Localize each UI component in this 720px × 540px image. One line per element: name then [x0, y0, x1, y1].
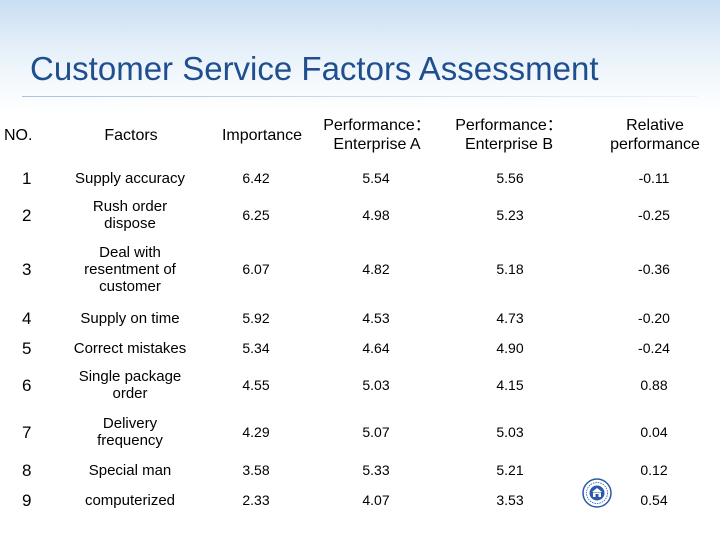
cell-relative: 0.12 — [640, 461, 668, 478]
factor-line: Delivery — [102, 415, 158, 432]
cell-importance: 6.25 — [242, 206, 270, 223]
cell-importance: 5.34 — [242, 339, 270, 356]
cell-perf-b: 5.56 — [496, 169, 524, 186]
cell-perf-a: 4.98 — [362, 206, 390, 223]
header-factors: Factors — [62, 120, 200, 150]
header-no-label: NO. — [4, 126, 33, 144]
cell-perf-a: 4.82 — [362, 260, 390, 277]
cell-importance: 3.58 — [242, 461, 270, 478]
cell-no: 4 — [22, 308, 32, 328]
header-background — [0, 0, 720, 115]
header-perf-a-line2: Enterprise A — [333, 136, 421, 153]
header-perf-b: Performance： Enterprise B — [450, 112, 568, 158]
cell-relative: -0.20 — [638, 309, 670, 326]
factor-line: Single package — [78, 368, 182, 385]
factor-line: customer — [99, 277, 161, 295]
cell-perf-a: 5.03 — [362, 376, 390, 393]
cell-no: 1 — [22, 168, 32, 188]
factor-line: Special man — [88, 461, 172, 479]
cell-importance: 5.92 — [242, 309, 270, 326]
cell-factor: Special man — [58, 456, 202, 484]
header-factors-label: Factors — [104, 126, 158, 144]
cell-no: 7 — [22, 422, 32, 442]
cell-relative: 0.54 — [640, 491, 668, 508]
header-relative: Relative performance — [598, 112, 712, 158]
cell-perf-a: 5.33 — [362, 461, 390, 478]
cell-factor: Rush order dispose — [58, 196, 202, 234]
cell-relative: -0.11 — [638, 169, 670, 186]
cell-perf-a: 5.07 — [362, 423, 390, 440]
header-perf-a-line1: Performance： — [323, 117, 431, 134]
page-title: Customer Service Factors Assessment — [30, 50, 599, 87]
cell-importance: 6.42 — [242, 169, 270, 186]
cell-perf-b: 5.03 — [496, 423, 524, 440]
cell-factor: computerized — [58, 486, 202, 514]
cell-no: 9 — [22, 490, 32, 510]
cell-factor: Single package order — [58, 364, 202, 406]
factor-line: dispose — [104, 215, 156, 232]
cell-factor: Delivery frequency — [58, 411, 202, 453]
factor-line: order — [112, 385, 148, 402]
cell-factor: Deal with resentment of customer — [58, 240, 202, 298]
cell-no: 3 — [22, 259, 32, 279]
cell-perf-b: 3.53 — [496, 491, 524, 508]
cell-perf-b: 5.23 — [496, 206, 524, 223]
cell-importance: 4.55 — [242, 376, 270, 393]
cell-relative: 0.88 — [640, 376, 668, 393]
factor-line: Deal with — [99, 243, 161, 261]
cell-factor: Supply accuracy — [58, 165, 202, 191]
cell-no: 8 — [22, 460, 32, 480]
cell-perf-b: 4.73 — [496, 309, 524, 326]
cell-relative: -0.24 — [638, 339, 670, 356]
cell-importance: 6.07 — [242, 260, 270, 277]
factor-line: Supply on time — [80, 309, 180, 327]
cell-relative: -0.25 — [638, 206, 670, 223]
cell-factor: Supply on time — [58, 305, 202, 331]
cell-no: 2 — [22, 205, 32, 225]
cell-perf-a: 4.64 — [362, 339, 390, 356]
factor-line: Supply accuracy — [74, 169, 186, 187]
cell-importance: 4.29 — [242, 423, 270, 440]
header-importance: Importance — [212, 120, 312, 150]
header-perf-b-line2: Enterprise B — [464, 136, 554, 153]
factor-line: Correct mistakes — [73, 339, 187, 357]
cell-perf-b: 4.15 — [496, 376, 524, 393]
header-perf-b-line1: Performance： — [455, 117, 563, 134]
cell-relative: -0.36 — [638, 260, 670, 277]
header-relative-line2: performance — [610, 136, 700, 153]
cell-importance: 2.33 — [242, 491, 270, 508]
header-no: NO. — [4, 120, 54, 150]
cell-perf-a: 5.54 — [362, 169, 390, 186]
university-seal-icon — [582, 478, 612, 508]
cell-factor: Correct mistakes — [58, 335, 202, 361]
factor-line: computerized — [84, 491, 176, 509]
factor-line: resentment of — [84, 260, 176, 278]
factor-line: frequency — [97, 432, 163, 449]
cell-perf-b: 5.21 — [496, 461, 524, 478]
cell-no: 6 — [22, 375, 32, 395]
title-divider — [22, 96, 698, 97]
cell-perf-a: 4.53 — [362, 309, 390, 326]
header-perf-a: Performance： Enterprise A — [318, 112, 436, 158]
header-relative-line1: Relative — [626, 117, 684, 134]
cell-perf-a: 4.07 — [362, 491, 390, 508]
cell-relative: 0.04 — [640, 423, 668, 440]
header-importance-label: Importance — [221, 126, 303, 144]
cell-perf-b: 4.90 — [496, 339, 524, 356]
factor-line: Rush order — [92, 198, 168, 215]
cell-perf-b: 5.18 — [496, 260, 524, 277]
cell-no: 5 — [22, 338, 32, 358]
